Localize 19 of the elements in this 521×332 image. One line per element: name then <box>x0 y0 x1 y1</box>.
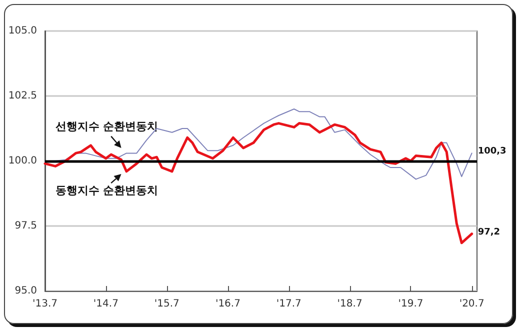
series-label: 동행지수 순환변동치 <box>55 184 158 197</box>
x-tick-label: '13.7 <box>32 298 58 310</box>
y-tick-label: 100.0 <box>8 156 37 166</box>
x-tick-label: '14.7 <box>93 298 118 310</box>
x-tick-label: '16.7 <box>215 298 240 310</box>
annotation: 97,2 <box>478 227 500 238</box>
y-tick-label: 105.0 <box>8 26 37 36</box>
x-tick-label: '15.7 <box>154 298 180 310</box>
y-tick-label: 95.0 <box>14 286 37 296</box>
x-tick-label: '20.7 <box>459 298 484 310</box>
line-series <box>44 122 474 244</box>
y-tick-label: 102.5 <box>8 90 37 102</box>
x-tick-label: '18.7 <box>337 298 362 310</box>
x-tick-label: '19.7 <box>398 298 424 310</box>
line-series <box>44 108 472 180</box>
annotation: 100,3 <box>478 146 506 157</box>
x-tick-label: '17.7 <box>276 298 302 310</box>
series-label: 선행지수 순환변동치 <box>55 120 158 134</box>
y-tick-label: 97.5 <box>14 220 37 232</box>
